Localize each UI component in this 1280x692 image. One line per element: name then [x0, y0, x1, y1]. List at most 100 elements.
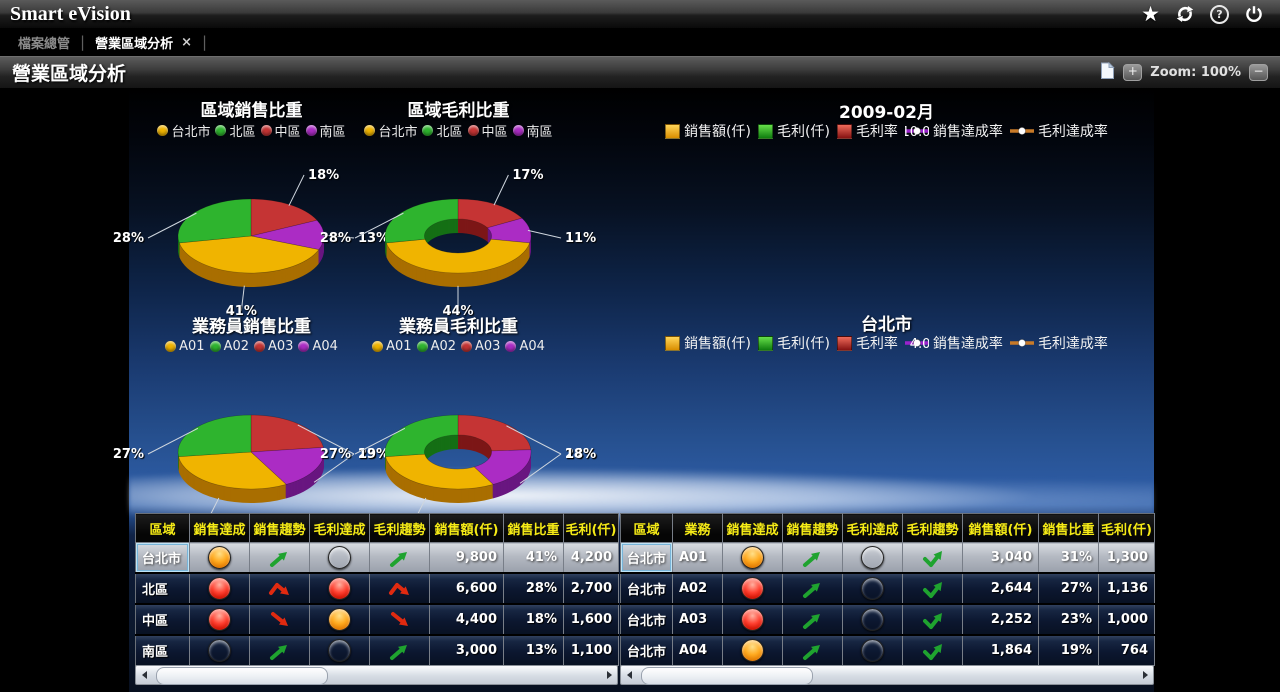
zoom-out-button[interactable]: −	[1249, 64, 1268, 81]
pie-chart[interactable]: 23%19%31%27%	[113, 357, 389, 535]
green-status-light-icon	[861, 546, 884, 569]
titlebar-icons: ★ ?	[1141, 1, 1270, 26]
horizontal-scrollbar[interactable]	[620, 665, 1154, 685]
pie-block-salesperson-sales: 業務員銷售比重 A01 A02 A03 A04 23%19%31%27%	[113, 312, 389, 535]
column-header[interactable]: 毛利(仟)	[563, 513, 619, 543]
scrollbar-thumb[interactable]	[641, 667, 813, 685]
table-row[interactable]: 台北市 A03 2,252 23% 1,000	[620, 603, 1155, 635]
table-cell	[902, 634, 963, 666]
column-header[interactable]: 區域	[620, 513, 673, 543]
tab-label: 營業區域分析	[95, 36, 174, 52]
column-header[interactable]: 銷售達成	[189, 513, 250, 543]
zoom-in-button[interactable]: +	[1123, 64, 1143, 81]
column-header[interactable]: 毛利趨勢	[369, 513, 430, 543]
column-header[interactable]: 銷售比重	[1038, 513, 1099, 543]
legend-label: A03	[475, 338, 501, 354]
table-cell: A04	[672, 634, 723, 666]
column-header[interactable]: 銷售比重	[503, 513, 564, 543]
document-icon[interactable]	[1100, 61, 1115, 84]
table-row[interactable]: 台北市 9,800 41% 4,200	[135, 542, 619, 573]
column-header[interactable]: 業務	[672, 513, 723, 543]
refresh-icon[interactable]	[1175, 4, 1195, 24]
table-cell	[189, 634, 250, 666]
scroll-right-button[interactable]	[603, 666, 617, 684]
svg-text:19%: 19%	[358, 447, 389, 462]
scroll-right-button[interactable]	[1139, 666, 1153, 684]
svg-text:28%: 28%	[113, 231, 144, 246]
pie-chart[interactable]: 18% 13% 41% 28%	[113, 141, 389, 319]
horizontal-scrollbar[interactable]	[135, 665, 618, 685]
table-cell: 3,000	[429, 634, 504, 666]
column-header[interactable]: 銷售趨勢	[249, 513, 310, 543]
table-row[interactable]: 台北市 A04 1,864 19% 764	[620, 634, 1155, 666]
power-icon[interactable]	[1244, 4, 1264, 24]
donut-chart[interactable]: 24%18%31%27%	[320, 357, 596, 535]
table-cell	[249, 542, 310, 573]
table-cell	[842, 603, 903, 635]
table-cell: 4,400	[429, 603, 504, 635]
legend-item: A01	[372, 338, 412, 354]
column-header[interactable]: 毛利達成	[842, 513, 903, 543]
scrollbar-thumb[interactable]	[156, 667, 328, 685]
donut-chart[interactable]: 17% 11% 44% 28%	[320, 141, 596, 319]
chart-title: 區域毛利比重	[407, 101, 510, 121]
table-row[interactable]: 台北市 A02 2,644 27% 1,136	[620, 572, 1155, 604]
svg-text:28%: 28%	[320, 231, 351, 246]
legend-dot-icon	[305, 124, 317, 136]
table-cell	[902, 572, 963, 604]
legend-item: A01	[165, 339, 205, 354]
table-cell: 27%	[1038, 572, 1099, 604]
trend-check-icon	[922, 550, 942, 567]
trend-up-icon	[802, 551, 820, 567]
table-row[interactable]: 北區 6,600 28% 2,700	[135, 572, 619, 604]
svg-text:11%: 11%	[565, 231, 596, 246]
column-header[interactable]: 區域	[135, 513, 190, 543]
table-row[interactable]: 南區 3,000 13% 1,100	[135, 634, 619, 666]
legend-label: A01	[386, 338, 412, 354]
tab-sales-region-analysis[interactable]: 營業區域分析 ×	[95, 33, 192, 52]
column-header[interactable]: 銷售額(仟)	[429, 513, 504, 543]
column-header[interactable]: 毛利達成	[309, 513, 370, 543]
legend-item: 北區	[422, 121, 463, 140]
table-cell	[189, 572, 250, 604]
scroll-left-button[interactable]	[136, 666, 150, 684]
scroll-left-button[interactable]	[621, 666, 635, 684]
legend-label: 南區	[526, 124, 553, 140]
column-header[interactable]: 銷售達成	[722, 513, 783, 543]
combo-chart[interactable]	[619, 356, 1154, 514]
table-cell: 3,040	[962, 542, 1039, 573]
app-title: Smart eVision	[10, 2, 131, 25]
tab-file-explorer[interactable]: 檔案總管	[18, 36, 71, 52]
help-icon[interactable]: ?	[1210, 4, 1229, 24]
page-title: 營業區域分析	[12, 63, 127, 85]
legend-dot-icon	[260, 124, 272, 136]
column-header[interactable]: 銷售趨勢	[782, 513, 843, 543]
chart-legend: A01 A02 A03 A04	[336, 337, 581, 355]
legend-item: 毛利達成率	[1009, 121, 1108, 141]
legend-line-icon	[1009, 338, 1034, 348]
column-header[interactable]: 毛利(仟)	[1098, 513, 1155, 543]
column-header[interactable]: 銷售額(仟)	[962, 513, 1039, 543]
table-row[interactable]: 台北市 A01 3,040 31% 1,300	[620, 542, 1155, 573]
tab-separator: |	[202, 33, 208, 51]
orange-status-light-icon	[741, 546, 764, 569]
column-header[interactable]: 毛利趨勢	[902, 513, 963, 543]
table-cell: 28%	[503, 572, 564, 604]
combo-chart[interactable]	[619, 144, 1154, 302]
table-cell	[902, 542, 963, 573]
tab-close-icon[interactable]: ×	[181, 34, 192, 50]
table-row[interactable]: 中區 4,400 18% 1,600	[135, 603, 619, 635]
legend-label: 毛利率	[855, 124, 898, 140]
table-cell: 1,864	[962, 634, 1039, 666]
table-cell: 1,600	[563, 603, 619, 635]
table-cell	[249, 634, 310, 666]
table-cell: 19%	[1038, 634, 1099, 666]
legend-item: 南區	[512, 121, 553, 140]
legend-item: A03	[254, 339, 293, 354]
data-table: 區域 業務 銷售達成 銷售趨勢 毛利達成 毛利趨勢 銷售額(仟) 銷售比重 毛利(仟) 台北市 A0…	[620, 513, 1155, 666]
legend-swatch-icon	[836, 335, 852, 351]
svg-text:41%: 41%	[226, 304, 257, 319]
favorite-star-icon[interactable]: ★	[1141, 1, 1160, 26]
table-cell	[722, 542, 783, 573]
table-cell	[369, 542, 430, 573]
